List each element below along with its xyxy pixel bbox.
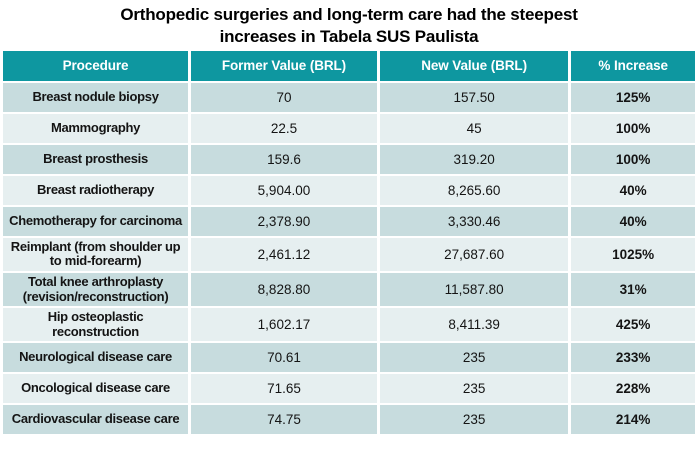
cell-pct-increase: 40% <box>571 175 695 205</box>
cell-pct-increase: 425% <box>571 308 695 342</box>
cell-pct-increase: 100% <box>571 144 695 174</box>
cell-former-value: 8,828.80 <box>191 272 377 307</box>
table-row: Mammography 22.5 45 100% <box>3 113 695 143</box>
cell-new-value: 235 <box>379 405 569 435</box>
cell-new-value: 11,587.80 <box>379 272 569 307</box>
cell-procedure: Total knee arthroplasty (revision/recons… <box>3 272 189 307</box>
table-header: Procedure Former Value (BRL) New Value (… <box>3 50 695 81</box>
table-row: Reimplant (from shoulder up to mid-forea… <box>3 237 695 271</box>
cell-former-value: 22.5 <box>191 113 377 143</box>
cell-new-value: 27,687.60 <box>379 237 569 271</box>
cell-pct-increase: 40% <box>571 206 695 236</box>
table-row: Hip osteoplastic reconstruction 1,602.17… <box>3 308 695 342</box>
table-row: Cardiovascular disease care 74.75 235 21… <box>3 405 695 435</box>
column-header-pct-increase: % Increase <box>571 50 695 81</box>
cell-new-value: 319.20 <box>379 144 569 174</box>
cell-former-value: 159.6 <box>191 144 377 174</box>
cell-pct-increase: 100% <box>571 113 695 143</box>
cell-former-value: 70.61 <box>191 343 377 373</box>
cell-new-value: 3,330.46 <box>379 206 569 236</box>
cell-new-value: 157.50 <box>379 82 569 112</box>
column-header-procedure: Procedure <box>3 50 189 81</box>
cell-procedure: Breast radiotherapy <box>3 175 189 205</box>
cell-procedure: Breast nodule biopsy <box>3 82 189 112</box>
column-header-new-value: New Value (BRL) <box>379 50 569 81</box>
cell-procedure: Reimplant (from shoulder up to mid-forea… <box>3 237 189 271</box>
table-body: Breast nodule biopsy 70 157.50 125% Mamm… <box>3 82 695 435</box>
cell-former-value: 71.65 <box>191 374 377 404</box>
column-header-former-value: Former Value (BRL) <box>191 50 377 81</box>
cell-new-value: 8,411.39 <box>379 308 569 342</box>
cell-new-value: 235 <box>379 343 569 373</box>
cell-pct-increase: 214% <box>571 405 695 435</box>
cell-pct-increase: 125% <box>571 82 695 112</box>
page-title: Orthopedic surgeries and long-term care … <box>120 5 578 47</box>
cell-procedure: Chemotherapy for carcinoma <box>3 206 189 236</box>
table-row: Neurological disease care 70.61 235 233% <box>3 343 695 373</box>
cell-procedure: Oncological disease care <box>3 374 189 404</box>
cell-new-value: 8,265.60 <box>379 175 569 205</box>
cell-procedure: Mammography <box>3 113 189 143</box>
procedures-table: Procedure Former Value (BRL) New Value (… <box>0 48 698 437</box>
table-row: Breast prosthesis 159.6 319.20 100% <box>3 144 695 174</box>
cell-former-value: 5,904.00 <box>191 175 377 205</box>
cell-former-value: 74.75 <box>191 405 377 435</box>
cell-pct-increase: 1025% <box>571 237 695 271</box>
cell-new-value: 45 <box>379 113 569 143</box>
table-row: Breast radiotherapy 5,904.00 8,265.60 40… <box>3 175 695 205</box>
cell-former-value: 70 <box>191 82 377 112</box>
table-row: Chemotherapy for carcinoma 2,378.90 3,33… <box>3 206 695 236</box>
cell-procedure: Hip osteoplastic reconstruction <box>3 308 189 342</box>
cell-former-value: 2,378.90 <box>191 206 377 236</box>
cell-pct-increase: 31% <box>571 272 695 307</box>
table-row: Total knee arthroplasty (revision/recons… <box>3 272 695 307</box>
cell-former-value: 2,461.12 <box>191 237 377 271</box>
cell-pct-increase: 228% <box>571 374 695 404</box>
table-header-row: Procedure Former Value (BRL) New Value (… <box>3 50 695 81</box>
cell-new-value: 235 <box>379 374 569 404</box>
cell-former-value: 1,602.17 <box>191 308 377 342</box>
table-row: Oncological disease care 71.65 235 228% <box>3 374 695 404</box>
cell-procedure: Breast prosthesis <box>3 144 189 174</box>
cell-pct-increase: 233% <box>571 343 695 373</box>
cell-procedure: Neurological disease care <box>3 343 189 373</box>
cell-procedure: Cardiovascular disease care <box>3 405 189 435</box>
table-row: Breast nodule biopsy 70 157.50 125% <box>3 82 695 112</box>
